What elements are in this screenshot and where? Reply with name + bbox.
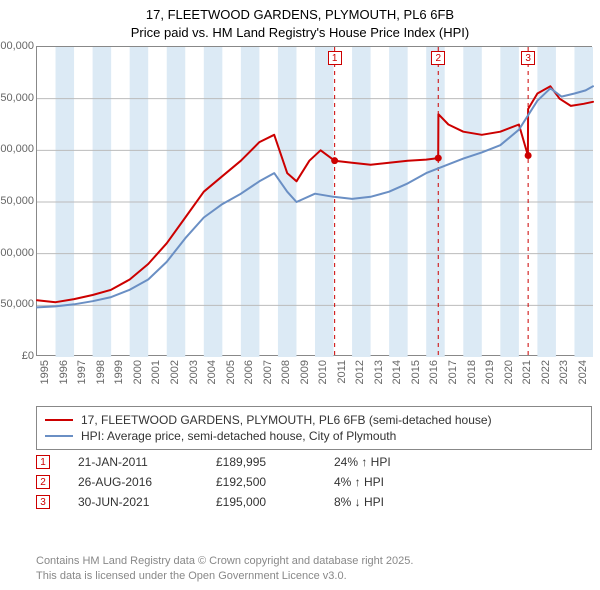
event-price: £189,995 [216,455,306,469]
x-tick-label: 2016 [428,360,440,384]
footer-line-1: Contains HM Land Registry data © Crown c… [36,554,592,569]
event-diff: 4% ↑ HPI [334,475,434,489]
x-tick-label: 2013 [373,360,385,384]
x-tick-label: 2017 [447,360,459,384]
legend-swatch [45,435,73,437]
event-row: 2 26-AUG-2016 £192,500 4% ↑ HPI [36,472,592,492]
x-tick-label: 2011 [336,360,348,384]
title-line-2: Price paid vs. HM Land Registry's House … [0,24,600,42]
event-diff: 8% ↓ HPI [334,495,434,509]
event-marker: 2 [431,51,445,65]
event-number: 3 [36,495,50,509]
legend-swatch [45,419,73,421]
footer-line-2: This data is licensed under the Open Gov… [36,569,592,584]
legend-label: HPI: Average price, semi-detached house,… [81,429,396,443]
x-tick-label: 2022 [540,360,552,384]
x-tick-label: 1996 [58,360,70,384]
event-date: 26-AUG-2016 [78,475,188,489]
title-line-1: 17, FLEETWOOD GARDENS, PLYMOUTH, PL6 6FB [0,6,600,24]
y-tick-label: £150,000 [0,195,34,207]
x-tick-label: 2018 [466,360,478,384]
legend-row: HPI: Average price, semi-detached house,… [45,428,583,444]
y-tick-label: £200,000 [0,143,34,155]
x-tick-label: 2006 [243,360,255,384]
event-date: 30-JUN-2021 [78,495,188,509]
y-tick-label: £50,000 [0,298,34,310]
event-diff: 24% ↑ HPI [334,455,434,469]
x-tick-label: 2010 [317,360,329,384]
event-price: £192,500 [216,475,306,489]
x-tick-label: 1998 [95,360,107,384]
x-tick-label: 2019 [484,360,496,384]
x-tick-label: 2003 [188,360,200,384]
x-tick-label: 2015 [410,360,422,384]
y-tick-label: £0 [22,350,34,362]
x-tick-label: 2021 [521,360,533,384]
x-tick-label: 2024 [577,360,589,384]
event-number: 2 [36,475,50,489]
y-tick-label: £250,000 [0,92,34,104]
event-row: 3 30-JUN-2021 £195,000 8% ↓ HPI [36,492,592,512]
event-table: 1 21-JAN-2011 £189,995 24% ↑ HPI 2 26-AUG-201… [36,452,592,512]
x-tick-label: 2007 [262,360,274,384]
chart-title: 17, FLEETWOOD GARDENS, PLYMOUTH, PL6 6FB… [0,0,600,41]
y-tick-label: £300,000 [0,40,34,52]
y-tick-label: £100,000 [0,247,34,259]
x-tick-label: 2020 [503,360,515,384]
legend-label: 17, FLEETWOOD GARDENS, PLYMOUTH, PL6 6FB… [81,413,492,427]
legend: 17, FLEETWOOD GARDENS, PLYMOUTH, PL6 6FB… [36,406,592,450]
x-tick-label: 1999 [113,360,125,384]
x-tick-label: 2001 [150,360,162,384]
x-tick-label: 2009 [299,360,311,384]
event-marker: 3 [521,51,535,65]
x-tick-label: 2008 [280,360,292,384]
event-marker: 1 [328,51,342,65]
line-chart: 1 2 3 [36,46,592,356]
x-tick-label: 2002 [169,360,181,384]
x-tick-label: 1997 [76,360,88,384]
x-axis-labels: 1995 1996 1997 1998 1999 2000 2001 2002 2003 2004… [36,358,592,404]
event-row: 1 21-JAN-2011 £189,995 24% ↑ HPI [36,452,592,472]
event-price: £195,000 [216,495,306,509]
event-date: 21-JAN-2011 [78,455,188,469]
x-tick-label: 2000 [132,360,144,384]
x-tick-label: 2014 [391,360,403,384]
x-tick-label: 2023 [558,360,570,384]
attribution-footer: Contains HM Land Registry data © Crown c… [36,554,592,584]
x-tick-label: 2012 [354,360,366,384]
x-tick-label: 2004 [206,360,218,384]
x-tick-label: 1995 [39,360,51,384]
event-number: 1 [36,455,50,469]
legend-row: 17, FLEETWOOD GARDENS, PLYMOUTH, PL6 6FB… [45,412,583,428]
y-axis-labels: £0£50,000£100,000£150,000£200,000£250,00… [0,46,34,356]
x-tick-label: 2005 [225,360,237,384]
